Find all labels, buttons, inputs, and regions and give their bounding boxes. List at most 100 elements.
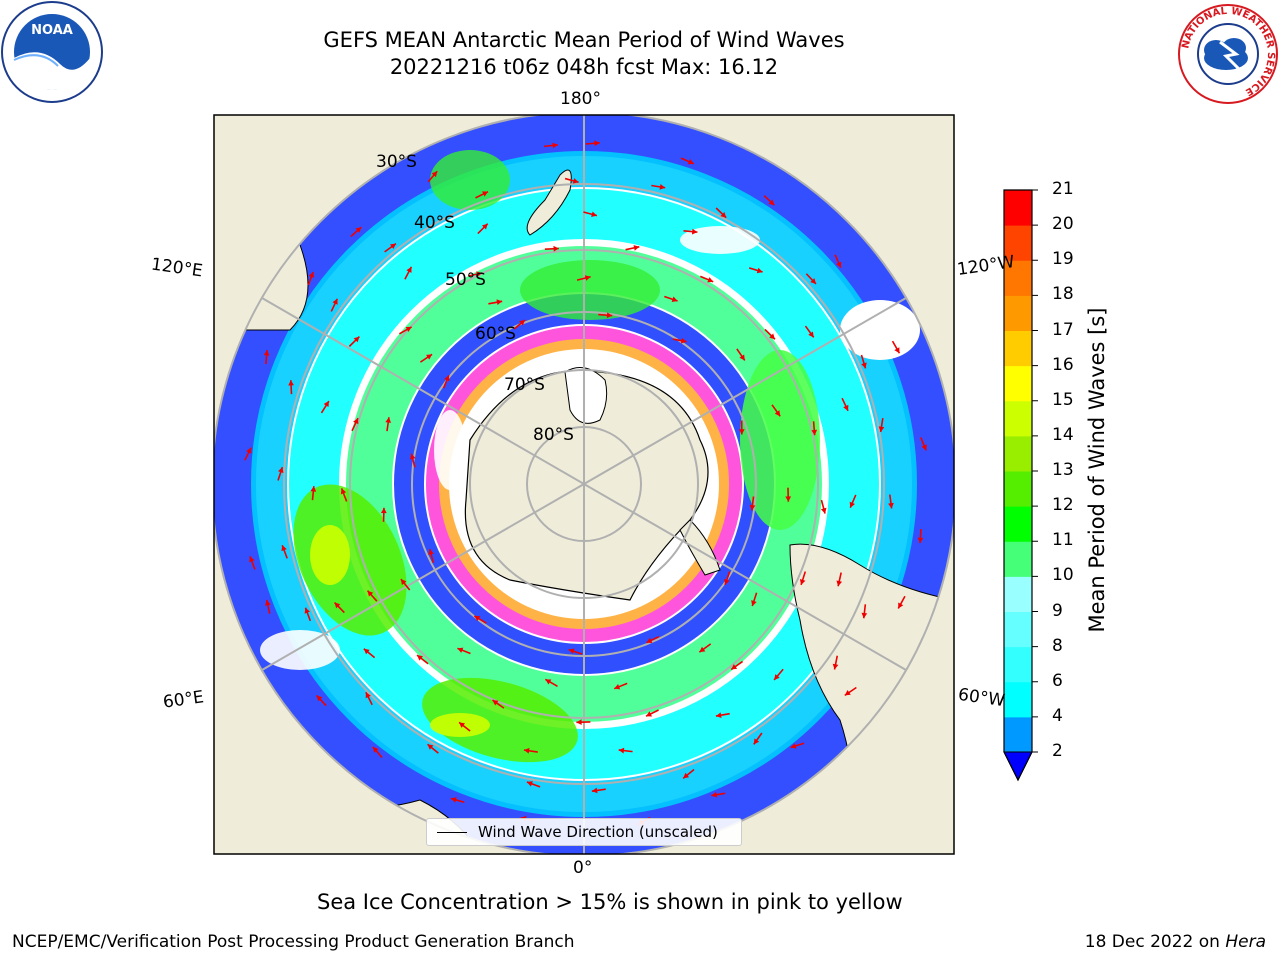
wind-arrow-head xyxy=(739,354,745,361)
wind-arrow-head xyxy=(808,331,814,338)
wind-arrow-head xyxy=(390,243,396,250)
wind-arrow-head xyxy=(894,347,900,354)
wind-arrow-head xyxy=(385,417,392,423)
wind-arrow-head xyxy=(496,299,503,306)
wind-arrow-head xyxy=(406,266,412,273)
wind-arrow-head xyxy=(474,615,481,622)
wind-arrow-head xyxy=(380,507,387,514)
colorbar-segment xyxy=(1004,295,1032,331)
colorbar-tick-label: 8 xyxy=(1052,635,1063,656)
colorbar-segment xyxy=(1004,435,1032,472)
footer-date: 18 Dec 2022 on Hera xyxy=(1085,932,1266,952)
wind-arrow-head xyxy=(316,695,323,702)
wind-arrow-head xyxy=(810,278,816,284)
colorbar-tick-label: 9 xyxy=(1052,600,1063,621)
wind-arrow-head xyxy=(365,692,371,699)
wind-arrow-head xyxy=(353,418,359,425)
lon-label-0: 0° xyxy=(573,858,593,878)
wind-arrow-head xyxy=(367,590,374,597)
lon-label-180: 180° xyxy=(560,89,601,109)
colorbar-tick-label: 12 xyxy=(1052,495,1074,516)
wind-arrow-head xyxy=(372,746,379,753)
colorbar-segment xyxy=(1004,471,1032,507)
wind-arrow-head xyxy=(836,580,843,587)
wind-arrow-head xyxy=(304,607,310,614)
wind-arrow-head xyxy=(756,267,763,274)
wind-arrow-head xyxy=(281,545,287,552)
wind-arrow-head xyxy=(310,486,317,492)
wind-arrow-head xyxy=(811,429,818,436)
wind-arrow-head xyxy=(444,375,450,382)
wind-arrow-head xyxy=(618,747,625,754)
wind-arrow-head xyxy=(707,277,714,283)
colorbar-label: Mean Period of Wind Waves [s] xyxy=(1085,307,1109,633)
colorbar-extend-arrow xyxy=(1003,751,1033,782)
colorbar-frame xyxy=(1003,189,1033,782)
wind-arrow-head xyxy=(363,648,370,655)
wind-arrow-head xyxy=(457,647,464,653)
wind-arrow-head xyxy=(614,684,621,690)
wind-arrow-head xyxy=(481,223,488,230)
wind-arrow-head xyxy=(720,211,727,218)
chart-subtitle: 20221216 t06z 048h fcst Max: 16.12 xyxy=(389,55,779,79)
wind-arrow-head xyxy=(519,319,525,326)
wind-arrow-head xyxy=(482,191,489,197)
wind-arrow-head xyxy=(659,184,666,190)
wind-arrow-head xyxy=(671,296,678,302)
wind-arrow-head xyxy=(323,401,329,408)
colorbar-tick-label: 14 xyxy=(1052,424,1074,445)
wind-arrow-head xyxy=(355,227,362,233)
wind-arrow-head xyxy=(353,336,360,343)
wind-arrow-head xyxy=(633,245,640,251)
wind-arrow-head xyxy=(724,578,730,585)
wind-arrow-head xyxy=(774,410,781,417)
colorbar-tick-label: 19 xyxy=(1052,249,1074,270)
wind-arrow-head xyxy=(606,312,613,319)
colorbar xyxy=(1003,189,1038,782)
wind-arrow-head xyxy=(768,199,775,206)
wind-arrow-head xyxy=(450,797,457,803)
lat-label-30s: 30°S xyxy=(376,152,417,172)
wind-arrow-head xyxy=(646,637,653,643)
chart-title: GEFS MEAN Antarctic Mean Period of Wind … xyxy=(323,28,845,52)
wind-arrow-head xyxy=(400,579,407,586)
wind-arrow-head xyxy=(332,298,338,305)
footer-branch: NCEP/EMC/Verification Post Processing Pr… xyxy=(12,932,575,952)
wind-arrow-head xyxy=(308,271,315,278)
colorbar-segment xyxy=(1004,611,1032,648)
lat-label-40s: 40°S xyxy=(414,213,455,233)
colorbar-tick-label: 4 xyxy=(1052,705,1063,726)
wind-arrow-head xyxy=(459,722,465,728)
wind-arrow-head xyxy=(861,362,867,369)
wind-arrow-head xyxy=(246,447,252,454)
sea-ice-caption: Sea Ice Concentration > 15% is shown in … xyxy=(317,890,903,914)
wind-arrow-head xyxy=(249,556,255,563)
wind-arrow-head xyxy=(334,602,341,609)
wind-arrow-head xyxy=(731,664,738,670)
wind-arrow-head xyxy=(738,429,745,435)
legend-label: Wind Wave Direction (unscaled) xyxy=(478,823,718,841)
colorbar-segment xyxy=(1004,681,1032,718)
colorbar-tick-label: 10 xyxy=(1052,565,1074,586)
wind-arrow-head xyxy=(699,646,706,653)
wind-arrow-head xyxy=(769,333,775,340)
wind-arrow-head xyxy=(820,507,827,514)
wind-arrow-head xyxy=(785,496,792,502)
wind-arrow-head xyxy=(428,549,434,555)
lat-label-50s: 50°S xyxy=(445,270,486,290)
wind-arrow-head xyxy=(426,354,433,360)
wind-arrow-head xyxy=(898,602,904,609)
wind-arrow-head xyxy=(844,690,851,696)
wind-arrow-head xyxy=(687,159,694,165)
wind-arrow-head xyxy=(576,719,582,726)
wind-arrow-head xyxy=(553,245,559,252)
wind-arrow-head xyxy=(917,537,924,544)
wind-arrow-head xyxy=(591,787,598,794)
colorbar-tick-label: 20 xyxy=(1052,214,1074,235)
noaa-logo-icon: NOAA xyxy=(1,1,103,103)
wind-arrow-head xyxy=(427,744,434,750)
wind-arrow-head xyxy=(476,271,482,277)
wind-arrow-head xyxy=(836,261,842,268)
wind-arrow-head xyxy=(921,444,927,451)
